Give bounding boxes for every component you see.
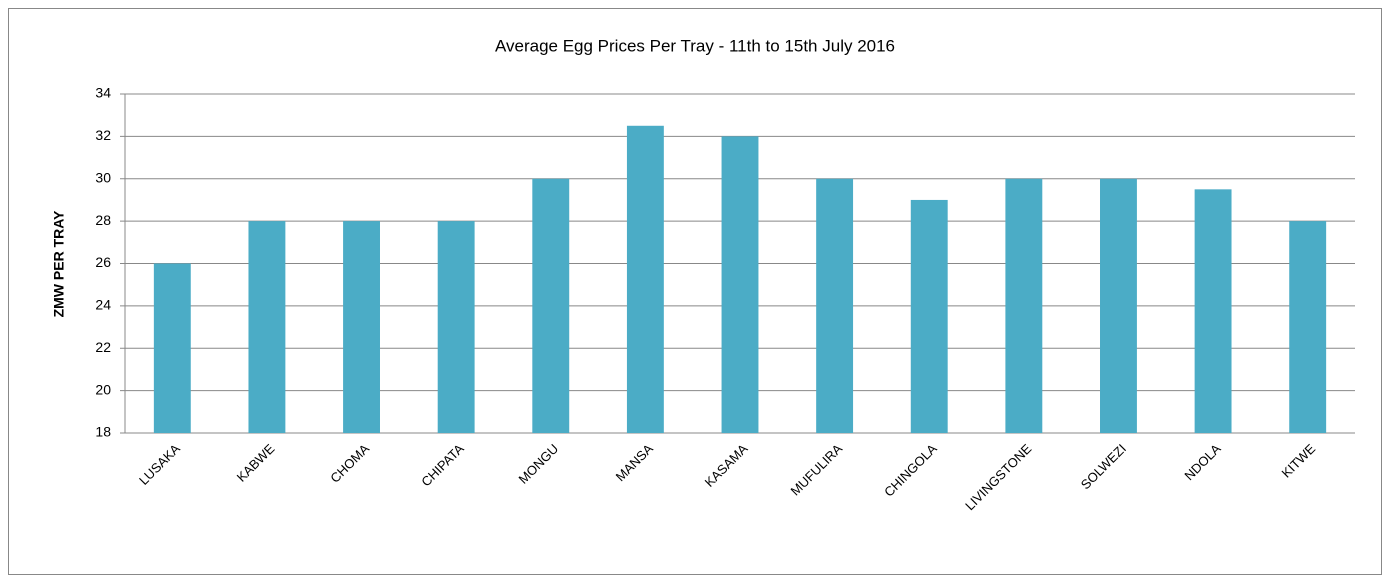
bar [153,263,191,433]
y-tick-label: 24 [95,297,111,313]
y-tick-label: 28 [95,212,111,228]
bar [1100,178,1137,433]
bar [816,178,854,433]
chart-border [8,8,1382,575]
bar [910,199,948,433]
bar [1194,189,1232,433]
y-tick-label: 26 [95,254,111,270]
y-axis-label: ZMW PER TRAY [51,210,67,317]
y-tick-label: 18 [95,424,111,440]
bar [1289,221,1327,433]
y-tick-label: 32 [95,127,111,143]
bar [248,221,286,433]
y-tick-label: 22 [95,339,111,355]
y-tick-label: 20 [95,381,111,397]
bar [343,221,380,433]
bar [532,178,570,433]
bar [1005,178,1043,433]
bar [721,136,759,433]
bar [437,221,475,433]
y-tick-label: 30 [95,169,111,185]
chart-title: Average Egg Prices Per Tray - 11th to 15… [495,36,895,55]
bar [626,125,664,433]
y-tick-label: 34 [95,85,111,101]
